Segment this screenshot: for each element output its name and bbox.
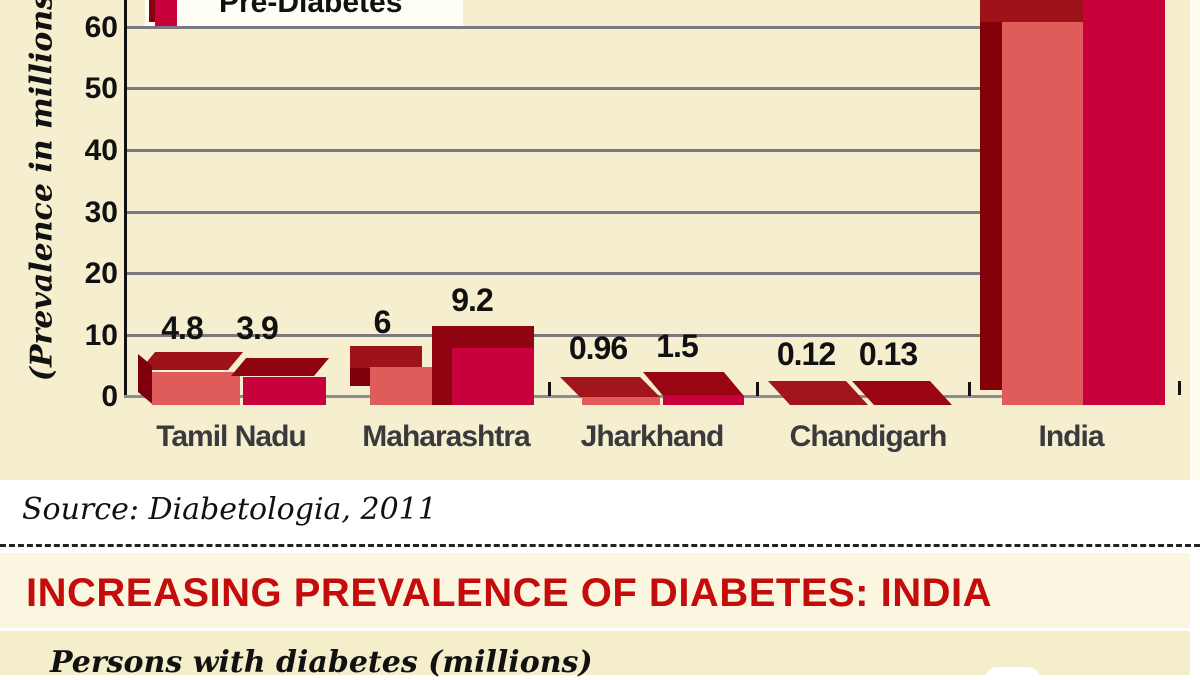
y-axis	[124, 0, 127, 398]
value-label: 0.96	[568, 330, 628, 366]
category-label-jharkhand: Jharkhand	[580, 420, 725, 453]
x-tick	[1178, 381, 1181, 395]
source-note: Source: Diabetologia, 2011	[22, 492, 437, 527]
y-tick-0: 0	[101, 380, 118, 413]
y-tick-10: 10	[84, 319, 118, 352]
source-band: Source: Diabetologia, 2011	[0, 484, 1200, 540]
y-tick-50: 50	[84, 72, 118, 105]
value-label: 3.9	[236, 310, 278, 346]
legend: Pre-Diabetes	[145, 0, 463, 26]
gridline	[127, 211, 982, 214]
gridline	[127, 334, 982, 337]
right-margin	[1190, 0, 1200, 480]
dashed-divider	[0, 544, 1200, 547]
y-tick-20: 20	[84, 257, 118, 290]
bar-chandigarh-pre-diabetes	[852, 381, 952, 405]
bar-india-diabetes	[980, 0, 1085, 405]
section-subtitle: Persons with diabetes (millions)	[50, 645, 593, 680]
value-label: 4.8	[161, 310, 203, 346]
value-label: 0.13	[858, 336, 918, 372]
value-label: 9.2	[451, 282, 493, 318]
category-label-maharashtra: Maharashtra	[362, 420, 530, 453]
gridline	[127, 272, 982, 275]
y-tick-30: 30	[84, 196, 118, 229]
y-tick-40: 40	[84, 134, 118, 167]
bar-jharkhand-diabetes	[560, 377, 660, 405]
x-tick	[968, 382, 971, 396]
y-tick-60: 60	[84, 11, 118, 44]
bar-jharkhand-pre-diabetes	[643, 372, 744, 405]
category-label-india: India	[1038, 420, 1104, 453]
y-axis-label: (Prevalence in millions)	[24, 0, 60, 382]
chart-shape-partial	[985, 667, 1040, 679]
bar-india-pre-diabetes	[1083, 0, 1165, 405]
bar-tamil-nadu-pre-diabetes	[231, 358, 330, 405]
gridline	[127, 26, 982, 29]
gridline	[127, 149, 982, 152]
legend-label-pre-diabetes: Pre-Diabetes	[219, 0, 403, 19]
value-label: 6	[373, 304, 392, 340]
bar-tamil-nadu-diabetes	[138, 352, 244, 405]
category-label-tamil-nadu: Tamil Nadu	[156, 420, 306, 453]
chart-panel: (Prevalence in millions) 0 10 20 30 40 5…	[0, 0, 1190, 480]
section-title-band: INCREASING PREVALENCE OF DIABETES: INDIA	[0, 553, 1190, 628]
category-label-chandigarh: Chandigarh	[789, 420, 948, 453]
gridline	[127, 87, 982, 90]
bar-chandigarh-diabetes	[768, 381, 868, 405]
x-tick	[548, 382, 551, 396]
bar-maharashtra-pre-diabetes	[432, 326, 534, 405]
x-tick	[756, 382, 759, 396]
value-label: 1.5	[656, 328, 698, 364]
legend-swatch-pre-diabetes	[149, 0, 177, 26]
section-title: INCREASING PREVALENCE OF DIABETES: INDIA	[26, 571, 992, 615]
bar-maharashtra-diabetes	[350, 346, 432, 405]
value-label: 0.12	[776, 336, 836, 372]
